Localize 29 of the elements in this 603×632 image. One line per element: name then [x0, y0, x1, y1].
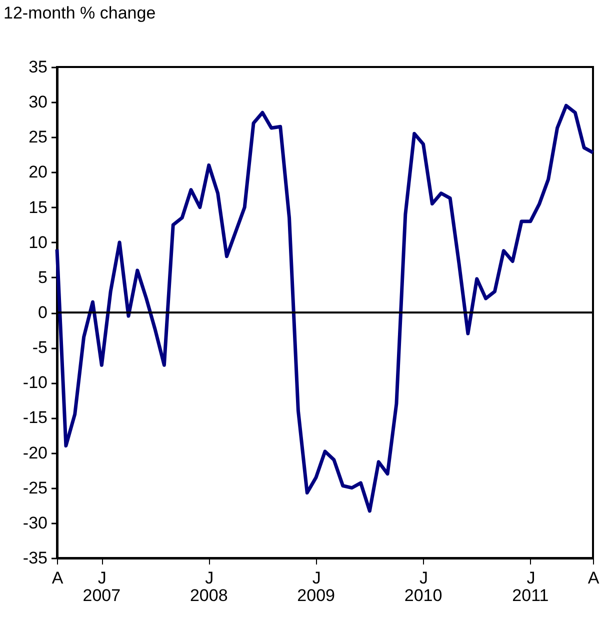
text: 2009	[297, 586, 335, 605]
y-tick-label: -30	[22, 513, 48, 532]
text: 2007	[82, 586, 121, 605]
y-tick-label: -10	[22, 373, 48, 392]
x-tick-label: J	[98, 568, 106, 588]
y-tick-label: 15	[28, 198, 48, 217]
y-tick-label: 35	[28, 58, 48, 76]
x-tick-label: A	[588, 568, 600, 588]
y-tick-label: 25	[28, 128, 48, 147]
y-tick-label: 5	[38, 268, 48, 287]
x-tick-label: J	[420, 568, 428, 588]
text: 2008	[190, 586, 228, 605]
text: 2011	[512, 586, 549, 605]
y-tick-label: 10	[28, 232, 48, 252]
y-tick-label: -15	[22, 408, 48, 428]
y-tick-label: -25	[22, 478, 48, 498]
line-series	[55, 104, 595, 513]
y-tick-label: -35	[22, 548, 48, 568]
x-tick-label: J	[526, 568, 536, 588]
x-tick-label: J	[312, 568, 321, 588]
y-tick-label: 20	[28, 162, 48, 182]
y-axis-title: 12-month % change	[4, 4, 156, 22]
y-tick-label: 0	[38, 303, 48, 322]
x-tick-label: J	[205, 568, 214, 588]
y-tick-label: -20	[22, 443, 48, 462]
y-tick-label: 30	[28, 92, 48, 112]
y-tick-label: -5	[32, 338, 48, 358]
text: 2010	[404, 586, 442, 605]
x-tick-label: A	[52, 568, 64, 588]
